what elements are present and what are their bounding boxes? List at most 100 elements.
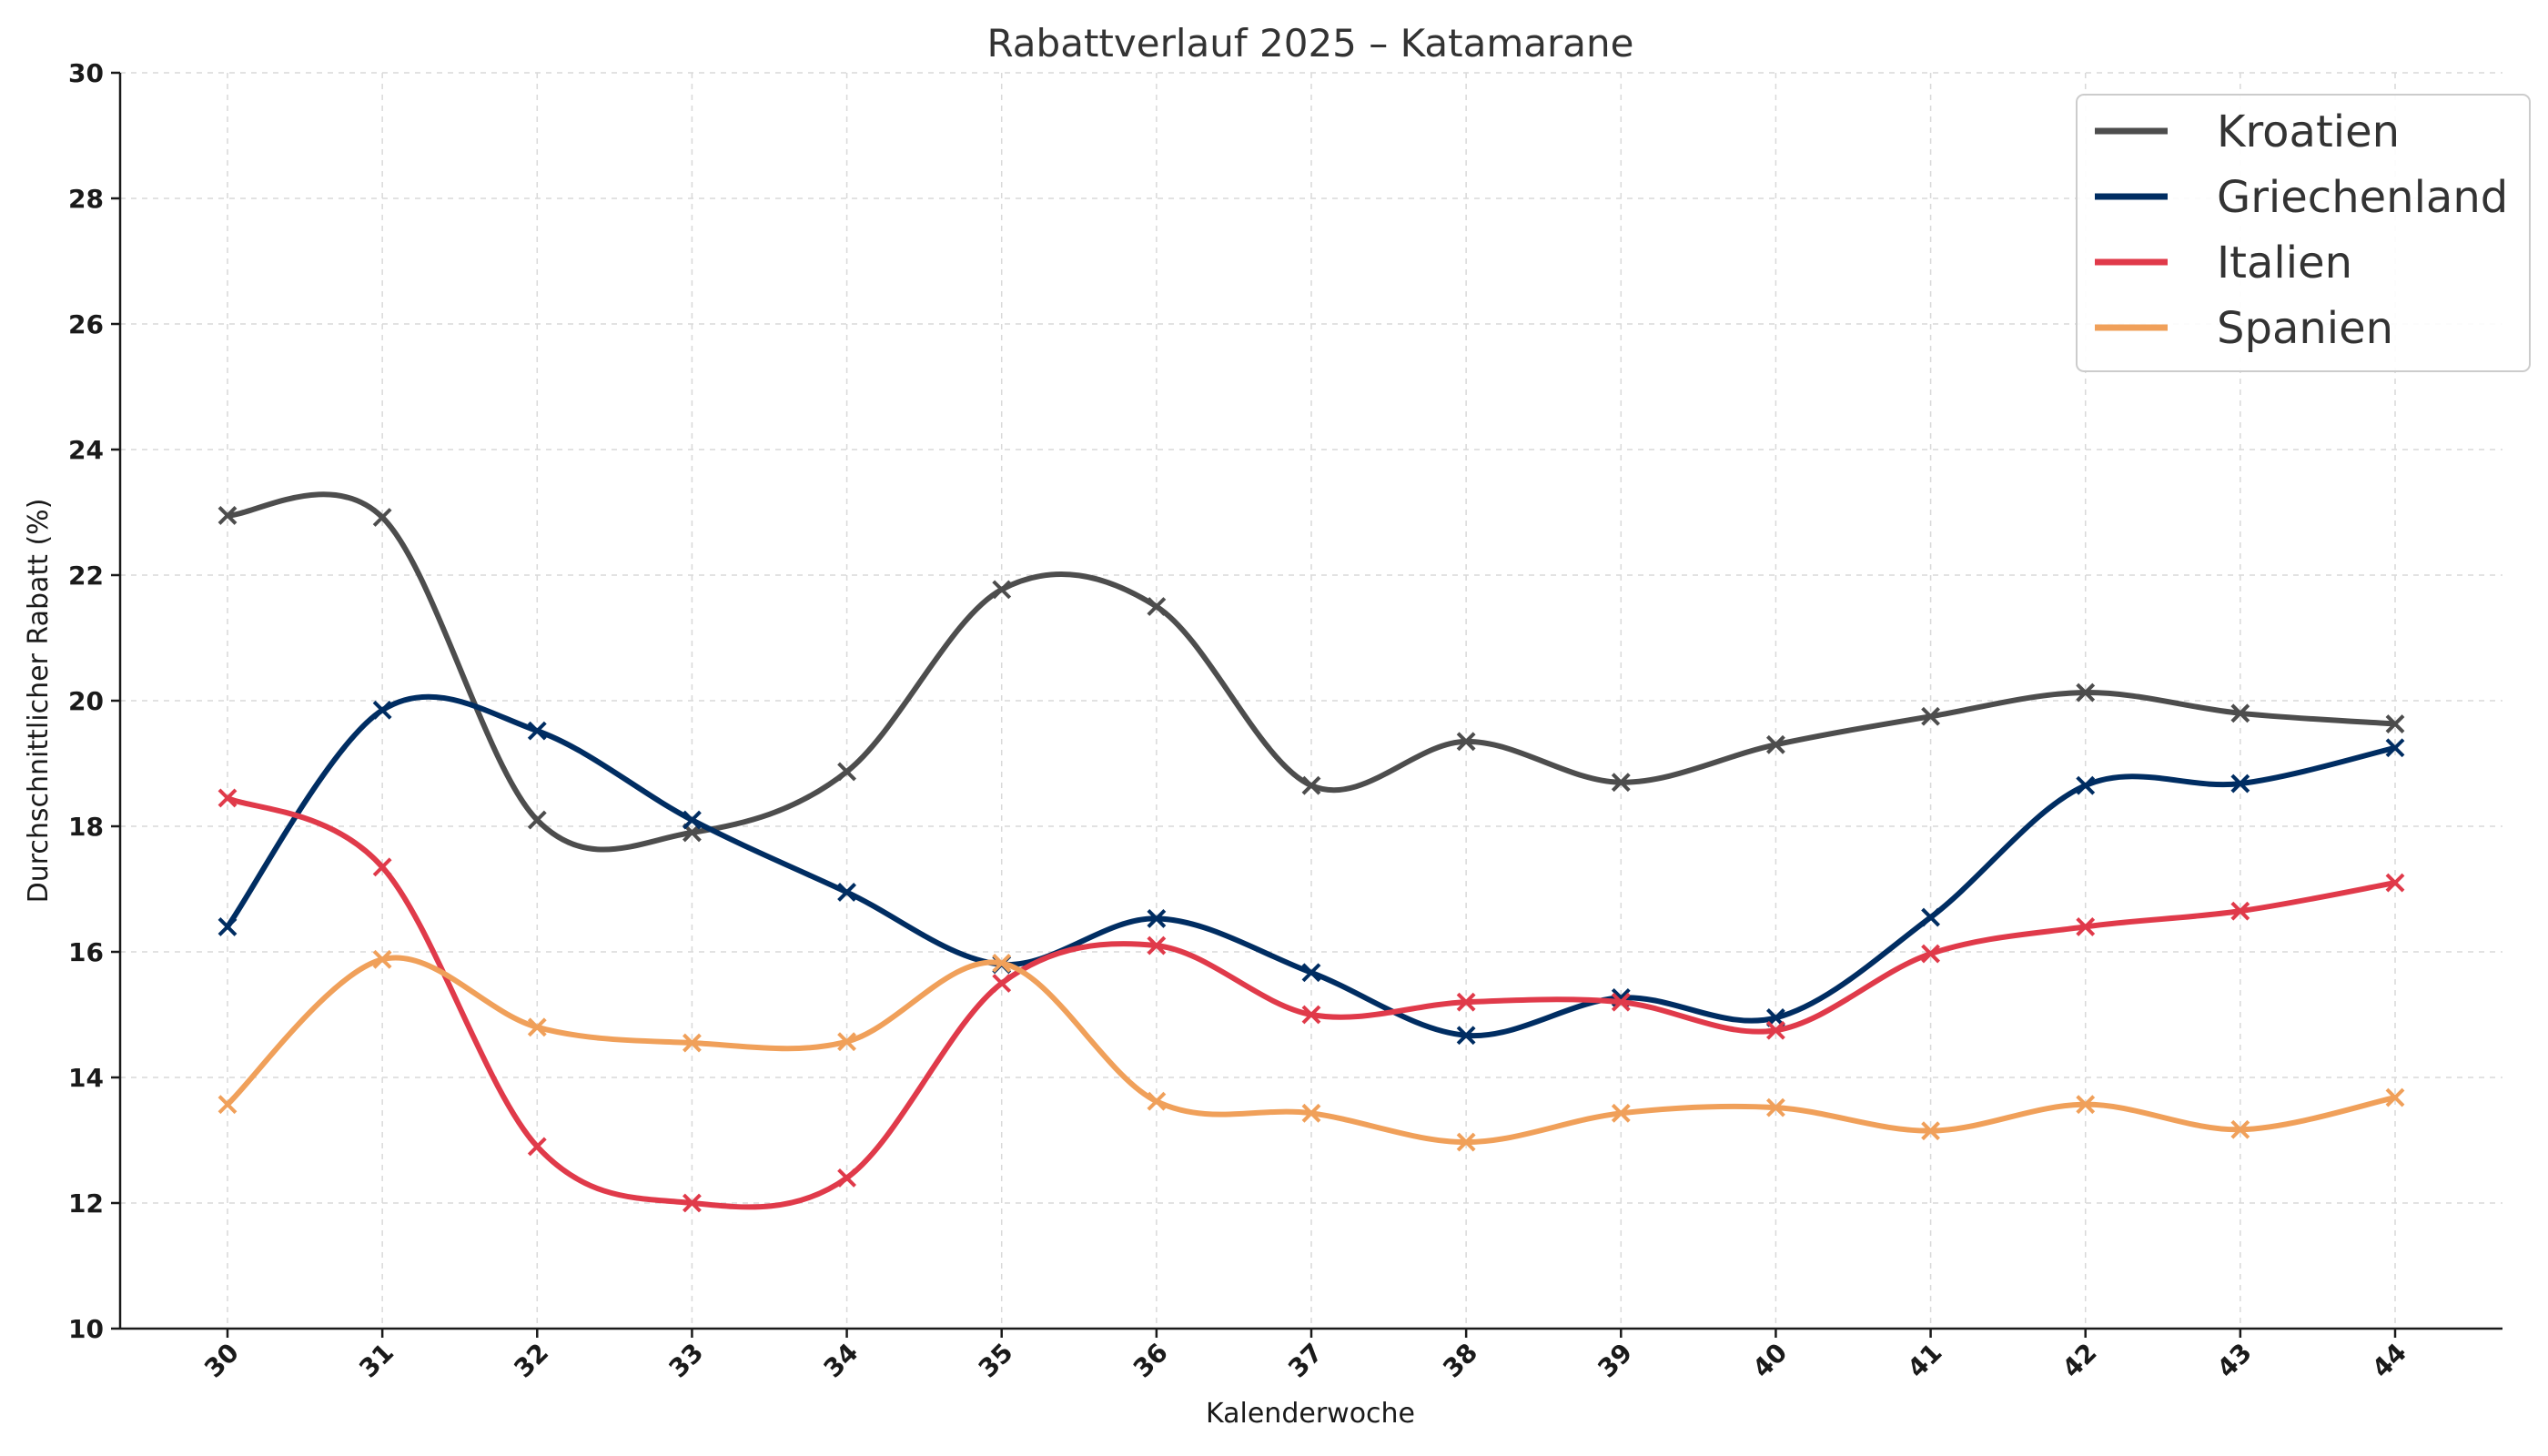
x-tick-label: 38 (1437, 1338, 1483, 1384)
x-tick-label: 31 (353, 1338, 399, 1384)
y-tick-label: 10 (68, 1314, 104, 1344)
x-tick-label: 36 (1127, 1338, 1174, 1384)
y-tick-label: 30 (68, 58, 104, 88)
series-layer (217, 491, 2405, 1213)
x-tick-label: 35 (973, 1338, 1019, 1384)
data-point-kroatien (217, 506, 238, 525)
data-point-italien (837, 1168, 856, 1188)
series-kroatien (217, 491, 2405, 853)
x-tick-label: 30 (198, 1338, 245, 1384)
data-point-spanien (682, 1033, 702, 1053)
data-point-kroatien (837, 762, 856, 782)
y-tick-label: 28 (68, 184, 104, 214)
data-point-kroatien (2230, 703, 2250, 723)
data-point-griechenland (1147, 909, 1167, 928)
data-point-griechenland (1456, 1026, 1476, 1046)
y-tick-label: 24 (68, 435, 104, 465)
data-point-italien (1456, 992, 1476, 1012)
legend-label-griechenland: Griechenland (2217, 172, 2508, 223)
data-point-kroatien (2076, 682, 2096, 703)
x-tick-label: 44 (2366, 1338, 2412, 1384)
data-point-griechenland (1301, 963, 1321, 983)
data-point-kroatien (992, 580, 1012, 600)
y-tick-label: 14 (68, 1063, 104, 1093)
data-point-italien (2385, 873, 2405, 893)
data-point-kroatien (1147, 597, 1167, 616)
x-tick-label: 42 (2057, 1338, 2103, 1384)
series-italien (217, 788, 2405, 1213)
data-point-spanien (992, 954, 1012, 973)
series-line-griechenland (225, 693, 2398, 1039)
data-point-griechenland (372, 700, 392, 720)
data-point-griechenland (527, 721, 547, 741)
data-point-spanien (837, 1032, 856, 1052)
data-point-italien (1611, 992, 1631, 1012)
data-point-kroatien (2385, 714, 2405, 733)
x-tick-label: 33 (662, 1338, 709, 1384)
y-tick-label: 26 (68, 309, 104, 339)
legend-label-spanien: Spanien (2217, 303, 2393, 354)
data-point-kroatien (1301, 775, 1321, 795)
data-point-spanien (372, 949, 392, 969)
data-point-italien (1301, 1005, 1321, 1025)
legend-box (2076, 94, 2531, 372)
y-tick-label: 12 (68, 1188, 104, 1218)
data-point-griechenland (837, 883, 856, 902)
y-tick-label: 18 (68, 812, 104, 842)
data-point-griechenland (2385, 738, 2405, 758)
data-point-italien (2230, 901, 2250, 921)
x-tick-label: 40 (1746, 1338, 1793, 1384)
series-griechenland (217, 693, 2405, 1046)
data-point-griechenland (682, 810, 702, 830)
x-tick-label: 37 (1282, 1338, 1329, 1384)
legend-label-italien: Italien (2217, 238, 2352, 288)
data-point-italien (992, 974, 1012, 993)
data-point-spanien (217, 1095, 238, 1115)
data-point-kroatien (372, 508, 392, 527)
legend: Kroatien Griechenland Italien Spanien (2076, 94, 2531, 372)
data-point-spanien (1147, 1091, 1167, 1111)
data-point-italien (217, 788, 238, 808)
grid (120, 72, 2502, 1330)
x-tick-label: 43 (2211, 1338, 2258, 1384)
data-point-spanien (1301, 1103, 1321, 1123)
data-point-spanien (1456, 1132, 1476, 1152)
data-point-spanien (2230, 1119, 2250, 1139)
data-point-spanien (527, 1017, 547, 1037)
data-point-spanien (1921, 1121, 1940, 1141)
data-point-griechenland (217, 916, 238, 936)
y-tick-label: 22 (68, 561, 104, 591)
data-point-kroatien (1611, 773, 1631, 793)
data-point-italien (372, 857, 392, 877)
legend-label-kroatien: Kroatien (2217, 106, 2400, 157)
x-tick-label: 34 (818, 1338, 864, 1384)
data-point-griechenland (2076, 775, 2096, 795)
data-point-griechenland (2230, 774, 2250, 794)
series-spanien (217, 949, 2405, 1152)
data-point-italien (1766, 1020, 1785, 1040)
x-axis-title: Kalenderwoche (1206, 1398, 1415, 1430)
y-tick-label: 20 (68, 686, 104, 716)
data-point-spanien (2076, 1095, 2096, 1115)
data-point-italien (2076, 916, 2096, 936)
data-point-spanien (1611, 1103, 1631, 1123)
data-point-kroatien (527, 810, 547, 830)
data-point-griechenland (1921, 907, 1940, 927)
data-point-spanien (1766, 1097, 1785, 1117)
data-point-italien (1147, 935, 1167, 956)
data-point-italien (682, 1193, 702, 1213)
data-point-kroatien (1766, 734, 1785, 754)
y-axis-title: Durchschnittlicher Rabatt (%) (23, 499, 55, 904)
y-tick-label: 16 (68, 937, 104, 967)
x-tick-label: 41 (1902, 1338, 1948, 1384)
series-line-spanien (225, 955, 2398, 1146)
data-point-italien (1921, 944, 1940, 964)
x-tick-label: 39 (1592, 1338, 1638, 1384)
data-point-kroatien (1456, 732, 1476, 752)
x-tick-label: 32 (508, 1338, 554, 1384)
data-point-italien (527, 1137, 547, 1157)
data-point-kroatien (1921, 706, 1940, 726)
data-point-spanien (2385, 1087, 2405, 1107)
